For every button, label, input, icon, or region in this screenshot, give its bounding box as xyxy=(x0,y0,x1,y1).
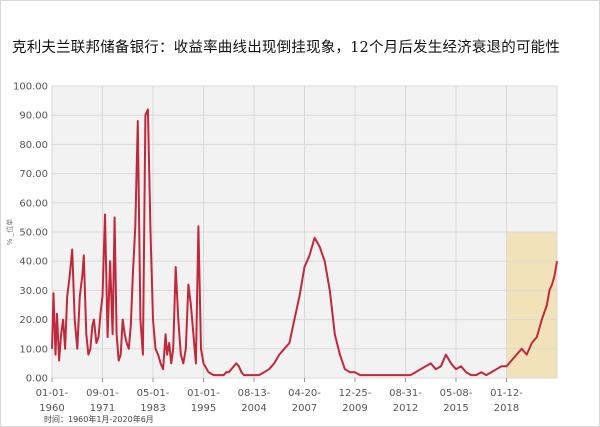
x-tick-label: 04-20- xyxy=(288,388,321,399)
x-tick-label: 01-01- xyxy=(187,388,220,399)
x-tick-label: 1983 xyxy=(140,403,165,414)
x-tick-label: 01-12- xyxy=(490,388,523,399)
x-tick-label: 2007 xyxy=(292,403,317,414)
y-tick-label: 10.00 xyxy=(19,344,48,355)
y-tick-label: 100.00 xyxy=(13,82,48,93)
x-tick-label: 09-01- xyxy=(86,388,119,399)
x-tick-label: 2009 xyxy=(342,403,367,414)
x-tick-label: 2018 xyxy=(494,403,519,414)
y-tick-label: 40.00 xyxy=(19,257,48,268)
y-tick-label: 30.00 xyxy=(19,286,48,297)
x-tick-label: 1971 xyxy=(90,403,115,414)
x-tick-label: 08-31- xyxy=(389,388,422,399)
series-layer xyxy=(51,108,558,377)
x-axis: 01-01- 1960 09-01- 1971 05-01- 1983 01-01- 1995… xyxy=(36,378,523,414)
y-tick-label: 70.00 xyxy=(19,169,48,180)
y-tick-label: 90.00 xyxy=(19,111,48,122)
x-tick-label: 12-25- xyxy=(339,388,372,399)
y-axis: 0.00 10.00 20.00 30.00 40.00 50.00 60.00 70.00 8… xyxy=(13,82,48,385)
time-range-note: 时间：1960年1月-2020年6月 xyxy=(44,415,154,424)
series-line xyxy=(51,108,558,377)
x-tick-label: 08-13- xyxy=(238,388,271,399)
x-tick-label: 1960 xyxy=(39,403,64,414)
y-tick-label: 60.00 xyxy=(19,198,48,209)
x-tick-label: 01-01- xyxy=(36,388,69,399)
y-tick-label: 80.00 xyxy=(19,140,48,151)
y-tick-label: 20.00 xyxy=(19,315,48,326)
x-tick-label: 2004 xyxy=(241,403,266,414)
chart-title: 克利夫兰联邦储备银行：收益率曲线出现倒挂现象，12个月后发生经济衰退的可能性 xyxy=(12,40,561,56)
x-tick-label: 05-01- xyxy=(137,388,170,399)
x-tick-label: 2015 xyxy=(443,403,468,414)
x-tick-label: 1995 xyxy=(191,403,216,414)
y-axis-label: % _位单 xyxy=(5,219,14,245)
x-tick-label: 05-08- xyxy=(440,388,473,399)
x-tick-label: 2012 xyxy=(393,403,418,414)
y-tick-label: 50.00 xyxy=(19,228,48,239)
y-tick-label: 0.00 xyxy=(26,374,48,385)
